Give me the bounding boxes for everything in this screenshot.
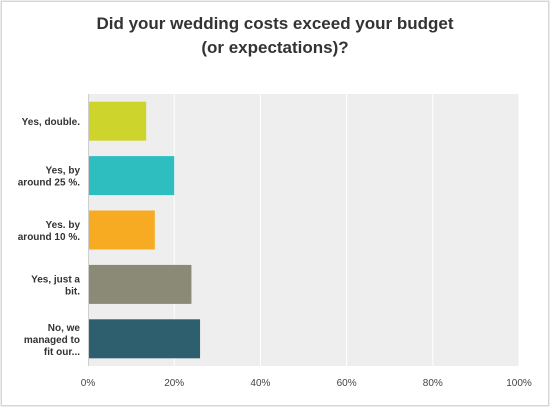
bar [89, 156, 175, 196]
category-label: Yes, just a [31, 274, 80, 285]
x-tick-label: 80% [423, 378, 443, 389]
bar [89, 264, 192, 304]
bar [89, 319, 201, 359]
x-tick-label: 20% [164, 378, 184, 389]
category-label: around 10 %. [18, 232, 80, 243]
category-label: Yes, by [46, 166, 81, 177]
x-tick-label: 0% [81, 378, 96, 389]
category-label: No, we [48, 323, 81, 334]
chart-title-line-2: (or expectations)? [201, 38, 349, 57]
category-label: Yes, double. [22, 117, 81, 128]
category-label: managed to [24, 335, 80, 346]
x-tick-label: 100% [506, 378, 532, 389]
bar [89, 101, 147, 141]
chart-title-line-1: Did your wedding costs exceed your budge… [96, 14, 454, 33]
bar [89, 210, 155, 250]
category-label: Yes. by [46, 220, 81, 231]
x-tick-label: 60% [337, 378, 357, 389]
category-label: around 25 %. [18, 178, 80, 189]
category-label: fit our... [44, 347, 80, 358]
category-label: bit. [65, 286, 80, 297]
x-tick-label: 40% [250, 378, 270, 389]
chart-title: Did your wedding costs exceed your budge… [2, 12, 548, 60]
